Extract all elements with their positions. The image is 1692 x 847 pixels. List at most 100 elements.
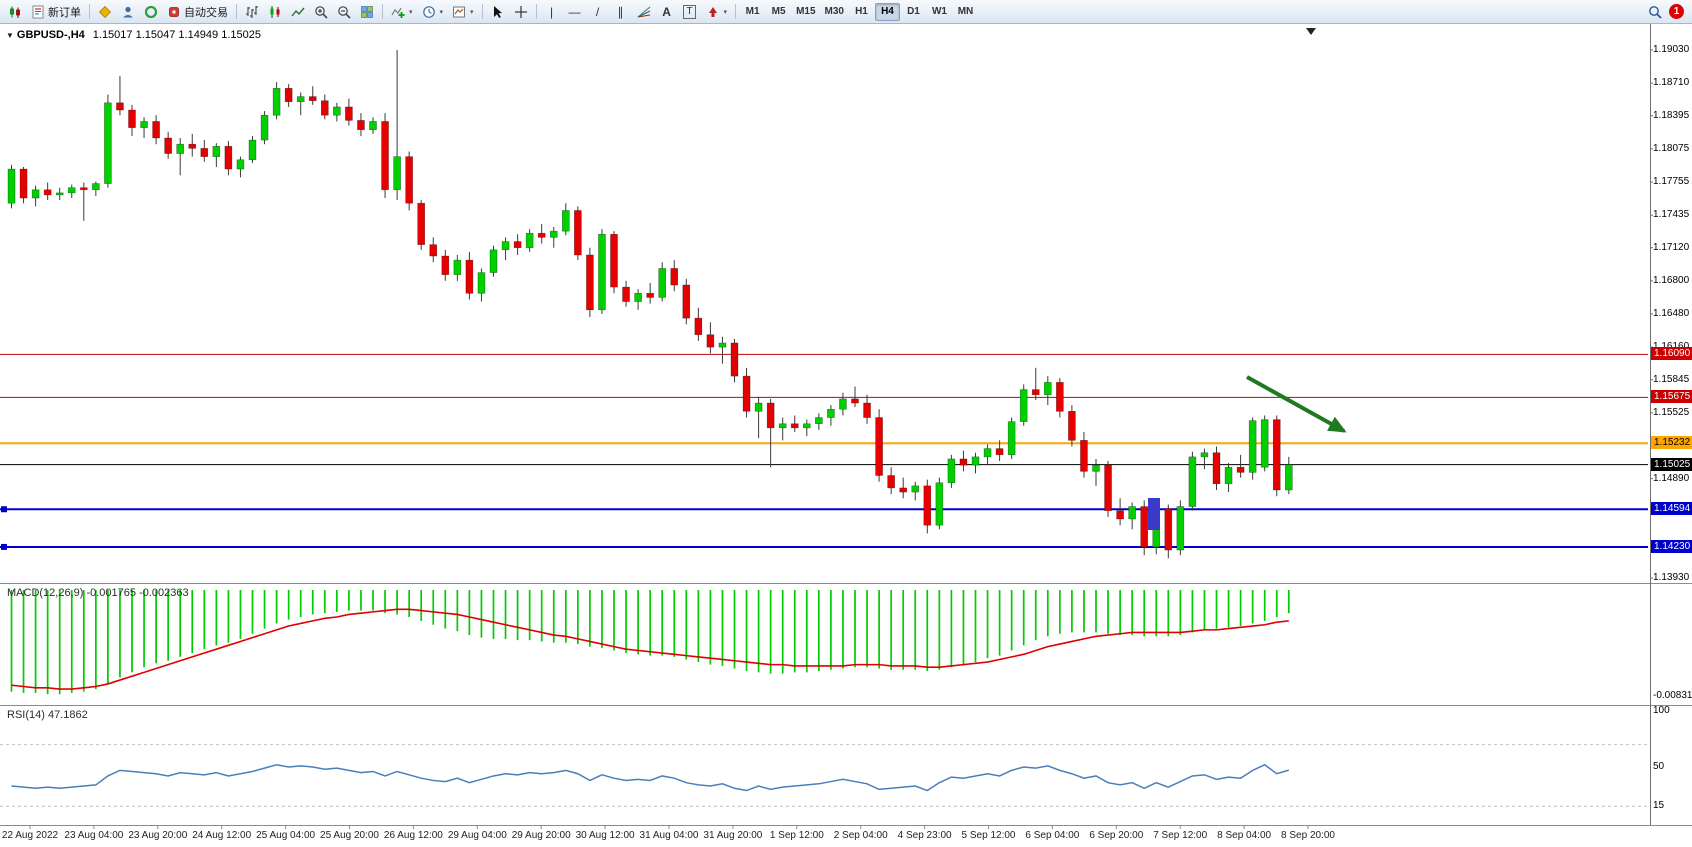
time-axis-label: 4 Sep 23:00 (897, 830, 952, 841)
label-tool-button[interactable]: T (679, 2, 701, 22)
zoom-in-button[interactable] (310, 2, 332, 22)
price-axis-label: 1.13930 (1653, 572, 1690, 583)
candles-icon (270, 5, 280, 18)
mql5-button[interactable] (94, 2, 116, 22)
chart-ohlc: 1.15017 1.15047 1.14949 1.15025 (92, 29, 261, 41)
tile-windows-icon (361, 5, 373, 18)
auto-trading-button[interactable]: 自动交易 (163, 2, 232, 22)
timeframe-toolbar: M1 M5 M15 M30 H1 H4 D1 W1 MN (740, 2, 978, 21)
macd-scale-min-label: -0.008317 (1653, 690, 1692, 701)
line-handle[interactable] (1, 543, 7, 550)
price-level-badge: 1.16090 (1651, 347, 1692, 361)
horizontal-line-tool-button[interactable]: — (564, 2, 586, 22)
rsi-scale-label: 50 (1653, 761, 1665, 772)
timeframe-button-h1[interactable]: H1 (849, 3, 874, 21)
community-icon (144, 5, 158, 18)
macd-histogram (10, 590, 1290, 695)
chart-menu-icon[interactable]: ▼ (6, 31, 14, 40)
timeframe-button-m15[interactable]: M15 (792, 3, 819, 21)
fibonacci-icon (637, 6, 650, 17)
time-axis-label: 1 Sep 12:00 (769, 830, 824, 841)
toolbar: 新订单 自动交易 (0, 0, 1692, 24)
time-axis-label: 8 Sep 04:00 (1217, 830, 1272, 841)
candlestick-chart-icon (10, 6, 20, 18)
time-axis-label: 25 Aug 20:00 (320, 830, 379, 841)
time-axis-label: 23 Aug 20:00 (128, 830, 188, 841)
periods-button[interactable]: ▾ (418, 2, 448, 22)
blue-rect-marker[interactable] (1148, 498, 1160, 530)
time-axis-label: 30 Aug 12:00 (575, 830, 635, 841)
toolbar-separator (735, 4, 737, 19)
gold-diamond-icon (98, 5, 112, 18)
fibonacci-tool-button[interactable] (633, 2, 655, 22)
chart-line-button[interactable] (287, 2, 309, 22)
search-button[interactable] (1644, 2, 1666, 22)
chart-info: ▼ GBPUSD-,H4 1.15017 1.15047 1.14949 1.150… (6, 29, 261, 41)
toolbar-separator (535, 4, 537, 19)
timeframe-button-m5[interactable]: M5 (766, 3, 791, 21)
crosshair-button[interactable] (510, 2, 532, 22)
indicators-button[interactable]: ▾ (387, 2, 417, 22)
timeframe-button-h4[interactable]: H4 (874, 2, 900, 21)
time-axis-label: 8 Sep 20:00 (1281, 830, 1335, 841)
macd-signal-line (11, 608, 1289, 690)
time-axis-label: 25 Aug 04:00 (256, 830, 316, 841)
new-chart-button[interactable] (4, 2, 26, 22)
chart-candles-button[interactable] (264, 2, 286, 22)
channel-tool-button[interactable]: ∥ (610, 2, 632, 22)
shapes-tool-button[interactable]: ▾ (702, 2, 732, 22)
line-chart-icon (291, 7, 305, 16)
rsi-indicator-label: RSI(14) 47.1862 (7, 709, 88, 721)
timeframe-button-mn[interactable]: MN (953, 3, 978, 21)
clock-icon (422, 5, 435, 18)
trend-arrow-annotation[interactable] (1246, 375, 1347, 433)
new-order-label: 新订单 (48, 6, 81, 19)
price-level-badge: 1.15232 (1651, 436, 1692, 450)
zoom-in-icon (315, 5, 328, 19)
cursor-button[interactable] (487, 2, 509, 22)
rsi-scale-label: 100 (1653, 705, 1670, 716)
price-level-badge: 1.15025 (1651, 457, 1692, 471)
auto-trading-icon (169, 6, 179, 17)
chevron-down-icon: ▾ (439, 8, 444, 16)
community-button[interactable] (140, 2, 162, 22)
timeframe-button-m1[interactable]: M1 (740, 3, 765, 21)
candlesticks (7, 50, 1293, 559)
templates-button[interactable]: ▾ (448, 2, 478, 22)
rsi-line (11, 763, 1290, 792)
chart-bars-button[interactable] (241, 2, 263, 22)
notification-badge[interactable]: 1 (1669, 4, 1684, 19)
auto-trading-label: 自动交易 (184, 6, 228, 19)
timeframe-button-m30[interactable]: M30 (821, 3, 848, 21)
crosshair-icon (514, 5, 527, 18)
line-handle[interactable] (1, 506, 7, 513)
price-axis-label: 1.16480 (1653, 308, 1690, 319)
zoom-out-icon (338, 5, 351, 19)
time-axis-label: 6 Sep 04:00 (1025, 830, 1080, 841)
profile-button[interactable] (117, 2, 139, 22)
horizontal-line-icon: — (568, 4, 581, 19)
zoom-out-button[interactable] (333, 2, 355, 22)
tile-windows-button[interactable] (356, 2, 378, 22)
text-tool-button[interactable]: A (656, 2, 678, 22)
chevron-down-icon: ▾ (470, 8, 474, 16)
time-axis-label: 24 Aug 12:00 (192, 830, 252, 841)
vertical-line-tool-button[interactable]: | (541, 2, 563, 22)
channel-icon: ∥ (617, 4, 624, 19)
timeframe-button-d1[interactable]: D1 (901, 3, 926, 21)
trendline-tool-button[interactable]: / (587, 2, 609, 22)
toolbar-separator (89, 4, 90, 19)
chart-shift-marker[interactable] (1306, 28, 1316, 35)
price-axis-label: 1.16160 (1653, 341, 1692, 353)
price-axis-label: 1.14890 (1653, 472, 1690, 484)
chevron-down-icon: ▾ (409, 8, 413, 16)
time-axis-label: 31 Aug 20:00 (703, 830, 763, 841)
price-axis-label: 1.17755 (1653, 176, 1690, 187)
price-axis-label: 1.18075 (1653, 142, 1690, 154)
timeframe-button-w1[interactable]: W1 (927, 3, 952, 21)
new-order-button[interactable]: 新订单 (27, 2, 85, 22)
time-axis-label: 7 Sep 12:00 (1153, 830, 1208, 841)
time-axis-label: 29 Aug 20:00 (511, 830, 571, 841)
